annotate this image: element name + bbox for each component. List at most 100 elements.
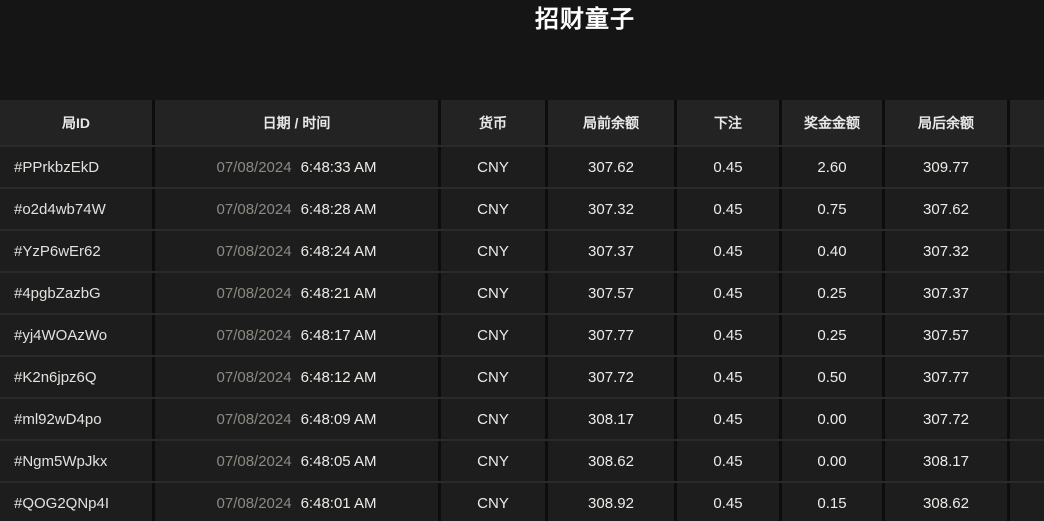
date-text: 07/08/2024 (216, 452, 292, 470)
round-id-cell: #4pgbZazbG (0, 273, 152, 313)
extra-cell (1010, 189, 1044, 229)
date-text: 07/08/2024 (216, 494, 292, 512)
time-text: 6:48:01 AM (300, 494, 377, 512)
currency-cell: CNY (441, 147, 545, 187)
column-header-balance-before: 局前余额 (548, 100, 674, 145)
time-text: 6:48:21 AM (300, 284, 377, 302)
round-id-cell: #ml92wD4po (0, 399, 152, 439)
currency-cell: CNY (441, 231, 545, 271)
bet-history-table: 局ID 日期 / 时间 货币 局前余额 下注 奖金金额 局后余额 #PPrkbz… (0, 100, 1044, 521)
extra-cell (1010, 147, 1044, 187)
balance-before-cell: 307.72 (548, 357, 674, 397)
table-row: #ml92wD4po 07/08/2024 6:48:09 AM CNY 308… (0, 397, 1044, 439)
balance-after-cell: 307.72 (885, 399, 1007, 439)
balance-after-cell: 307.32 (885, 231, 1007, 271)
time-text: 6:48:09 AM (300, 410, 377, 428)
extra-cell (1010, 441, 1044, 481)
prize-amount-cell: 0.25 (782, 273, 882, 313)
balance-before-cell: 308.62 (548, 441, 674, 481)
column-header-round-id: 局ID (0, 100, 152, 145)
prize-amount-cell: 0.40 (782, 231, 882, 271)
balance-before-cell: 308.92 (548, 483, 674, 521)
prize-amount-cell: 0.75 (782, 189, 882, 229)
balance-before-cell: 307.32 (548, 189, 674, 229)
date-time-cell: 07/08/2024 6:48:24 AM (155, 231, 438, 271)
balance-before-cell: 307.77 (548, 315, 674, 355)
bet-cell: 0.45 (677, 147, 779, 187)
date-text: 07/08/2024 (216, 326, 292, 344)
date-time-cell: 07/08/2024 6:48:28 AM (155, 189, 438, 229)
table-row: #o2d4wb74W 07/08/2024 6:48:28 AM CNY 307… (0, 187, 1044, 229)
bet-cell: 0.45 (677, 189, 779, 229)
extra-cell (1010, 273, 1044, 313)
balance-after-cell: 307.62 (885, 189, 1007, 229)
column-header-extra (1010, 100, 1044, 145)
table-row: #yj4WOAzWo 07/08/2024 6:48:17 AM CNY 307… (0, 313, 1044, 355)
content-area: 招财童子 局ID 日期 / 时间 货币 局前余额 下注 奖金金额 局后余额 #P… (0, 4, 1044, 521)
currency-cell: CNY (441, 315, 545, 355)
round-id-cell: #PPrkbzEkD (0, 147, 152, 187)
balance-after-cell: 307.77 (885, 357, 1007, 397)
round-id-cell: #QOG2QNp4I (0, 483, 152, 521)
balance-after-cell: 307.57 (885, 315, 1007, 355)
time-text: 6:48:17 AM (300, 326, 377, 344)
column-header-bet: 下注 (677, 100, 779, 145)
round-id-cell: #Ngm5WpJkx (0, 441, 152, 481)
balance-after-cell: 308.17 (885, 441, 1007, 481)
table-body: #PPrkbzEkD 07/08/2024 6:48:33 AM CNY 307… (0, 145, 1044, 521)
date-text: 07/08/2024 (216, 368, 292, 386)
table-row: #YzP6wEr62 07/08/2024 6:48:24 AM CNY 307… (0, 229, 1044, 271)
date-time-cell: 07/08/2024 6:48:01 AM (155, 483, 438, 521)
balance-before-cell: 307.57 (548, 273, 674, 313)
bet-cell: 0.45 (677, 441, 779, 481)
bet-cell: 0.45 (677, 357, 779, 397)
column-header-prize-amount: 奖金金额 (782, 100, 882, 145)
currency-cell: CNY (441, 483, 545, 521)
round-id-cell: #o2d4wb74W (0, 189, 152, 229)
column-header-date-time: 日期 / 时间 (155, 100, 438, 145)
table-header-row: 局ID 日期 / 时间 货币 局前余额 下注 奖金金额 局后余额 (0, 100, 1044, 145)
currency-cell: CNY (441, 273, 545, 313)
prize-amount-cell: 0.50 (782, 357, 882, 397)
balance-after-cell: 308.62 (885, 483, 1007, 521)
balance-before-cell: 307.62 (548, 147, 674, 187)
extra-cell (1010, 399, 1044, 439)
date-time-cell: 07/08/2024 6:48:12 AM (155, 357, 438, 397)
date-text: 07/08/2024 (216, 284, 292, 302)
page-title: 招财童子 (535, 6, 635, 33)
round-id-cell: #yj4WOAzWo (0, 315, 152, 355)
prize-amount-cell: 0.00 (782, 399, 882, 439)
bet-cell: 0.45 (677, 273, 779, 313)
round-id-cell: #YzP6wEr62 (0, 231, 152, 271)
table-row: #QOG2QNp4I 07/08/2024 6:48:01 AM CNY 308… (0, 481, 1044, 521)
balance-after-cell: 307.37 (885, 273, 1007, 313)
currency-cell: CNY (441, 441, 545, 481)
date-time-cell: 07/08/2024 6:48:09 AM (155, 399, 438, 439)
prize-amount-cell: 0.15 (782, 483, 882, 521)
extra-cell (1010, 357, 1044, 397)
currency-cell: CNY (441, 189, 545, 229)
extra-cell (1010, 231, 1044, 271)
time-text: 6:48:24 AM (300, 242, 377, 260)
date-text: 07/08/2024 (216, 158, 292, 176)
time-text: 6:48:12 AM (300, 368, 377, 386)
time-text: 6:48:28 AM (300, 200, 377, 218)
date-time-cell: 07/08/2024 6:48:33 AM (155, 147, 438, 187)
table-row: #K2n6jpz6Q 07/08/2024 6:48:12 AM CNY 307… (0, 355, 1044, 397)
date-text: 07/08/2024 (216, 410, 292, 428)
table-row: #Ngm5WpJkx 07/08/2024 6:48:05 AM CNY 308… (0, 439, 1044, 481)
extra-cell (1010, 315, 1044, 355)
column-header-balance-after: 局后余额 (885, 100, 1007, 145)
bet-cell: 0.45 (677, 399, 779, 439)
balance-before-cell: 308.17 (548, 399, 674, 439)
table-row: #4pgbZazbG 07/08/2024 6:48:21 AM CNY 307… (0, 271, 1044, 313)
extra-cell (1010, 483, 1044, 521)
currency-cell: CNY (441, 399, 545, 439)
prize-amount-cell: 0.00 (782, 441, 882, 481)
currency-cell: CNY (441, 357, 545, 397)
date-text: 07/08/2024 (216, 242, 292, 260)
prize-amount-cell: 0.25 (782, 315, 882, 355)
round-id-cell: #K2n6jpz6Q (0, 357, 152, 397)
date-time-cell: 07/08/2024 6:48:21 AM (155, 273, 438, 313)
